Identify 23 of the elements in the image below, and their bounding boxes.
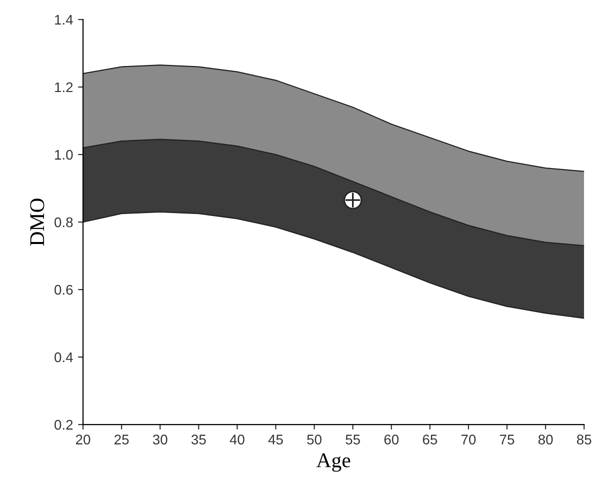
x-tick-label: 50 — [307, 434, 322, 444]
y-tick-label: 0.2 — [54, 420, 73, 430]
x-tick-label: 85 — [576, 434, 592, 444]
x-tick-label: 65 — [422, 434, 438, 444]
y-tick-label: 1.0 — [55, 150, 73, 160]
x-tick-label: 80 — [538, 434, 553, 444]
y-axis-title: DMO — [30, 198, 44, 246]
y-tick-label: 1.4 — [55, 14, 73, 25]
y-tick-label: 0.4 — [54, 352, 73, 362]
x-tick-label: 55 — [346, 434, 360, 444]
x-tick-label: 70 — [461, 434, 476, 444]
x-tick-label: 25 — [114, 434, 129, 444]
x-tick-label: 30 — [152, 434, 168, 444]
y-tick-label: 1.2 — [55, 82, 73, 92]
y-tick-label: 0.6 — [54, 284, 73, 295]
x-tick-label: 20 — [76, 434, 90, 444]
x-tick-label: 40 — [230, 434, 244, 444]
x-axis-title: Age — [316, 453, 350, 472]
y-tick-label: 0.8 — [54, 217, 73, 228]
x-tick-label: 45 — [268, 434, 283, 444]
x-tick-label: 60 — [384, 434, 399, 444]
x-tick-label: 35 — [191, 434, 206, 444]
x-tick-label: 75 — [500, 434, 514, 444]
